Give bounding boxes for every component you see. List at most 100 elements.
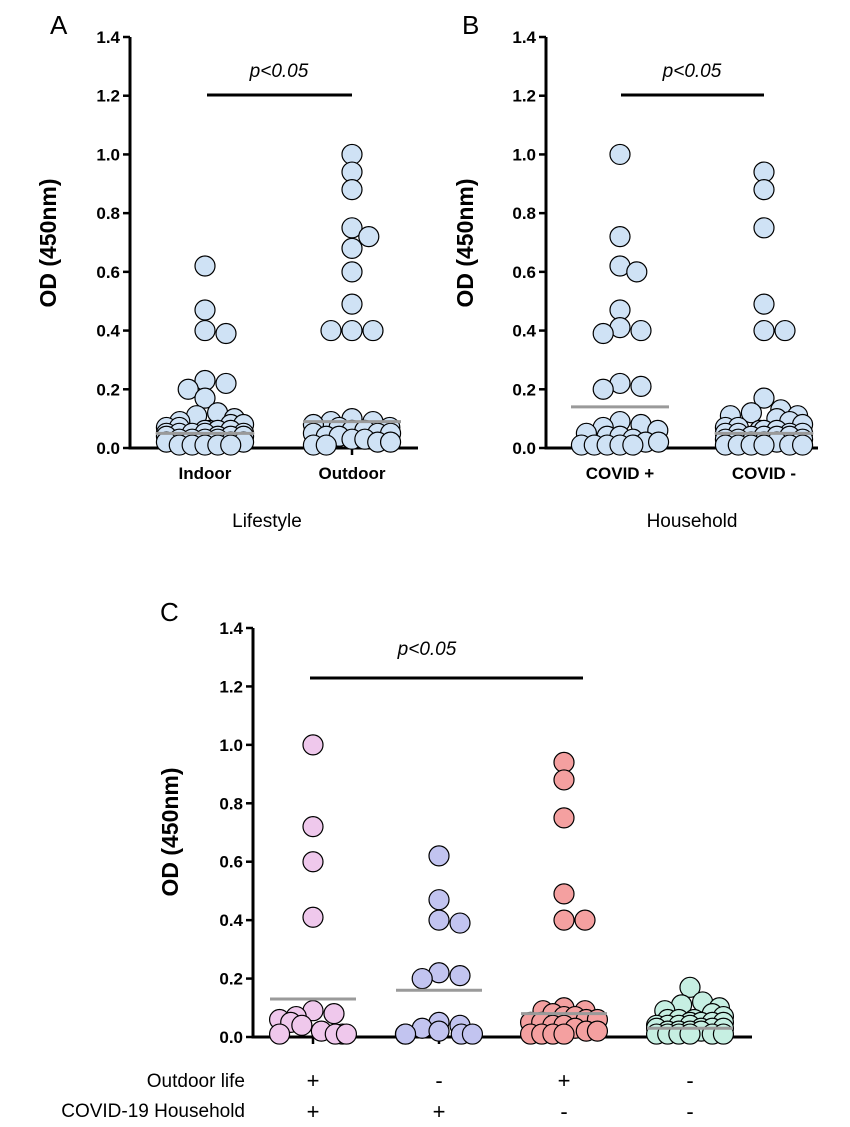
y-tick-label: 0.0 [512,439,536,458]
series-2 [302,143,402,456]
data-point [341,179,363,201]
data-point [428,845,450,867]
data-point [647,431,670,453]
data-point [609,299,631,321]
y-tick-label: 0.6 [219,853,243,872]
data-point [194,255,216,277]
data-point [586,1020,609,1042]
y-tick-label: 1.4 [219,619,243,638]
data-point [609,143,631,166]
data-point [302,906,324,928]
data-point [679,976,701,998]
data-point [291,1014,313,1036]
panel-c: C OD (450nm) p<0.05 Outdoor life COVID-1… [61,597,583,1122]
x-tick-label-covid-negative: COVID - [732,464,796,483]
y-axis-label-c: OD (450nm) [157,767,183,896]
data-point [553,769,575,791]
y-tick-label: 0.8 [96,204,120,223]
household-sign: - [560,1099,567,1124]
x-tick-label-indoor: Indoor [179,464,232,483]
y-axis-label-a: OD (450nm) [35,178,61,307]
series-1 [570,143,670,456]
data-point [753,293,775,315]
data-point [774,319,796,342]
y-tick-label: 1.0 [512,145,536,164]
data-point [609,226,631,248]
series-2 [394,845,484,1045]
y-tick-label: 0.8 [512,204,536,223]
panel-letter-b: B [462,10,479,40]
data-point [553,883,575,905]
data-point [553,909,575,931]
y-tick-label: 0.8 [219,794,243,813]
household-sign: - [686,1099,693,1124]
y-tick-label: 0.2 [219,970,243,989]
y-tick-label: 1.2 [96,87,120,106]
row-label-covid-household: COVID-19 Household [61,1101,245,1122]
y-tick-label: 0.2 [96,380,120,399]
data-point [194,319,216,342]
data-point [740,402,763,424]
chart-marks: 0.0 0.2 0.4 0.6 0.8 1.0 1.2 1.4 0.0 0.2 0.4 0.6 0.8 1… [96,28,818,1124]
y-tick-label: 0.6 [512,263,536,282]
panel-letter-a: A [50,10,68,40]
data-point [592,378,614,400]
data-point [358,226,380,248]
data-point [449,965,471,987]
data-point [428,889,450,911]
data-point [449,912,471,934]
significance-label-a: p<0.05 [249,61,309,82]
data-point [411,967,433,990]
data-point [194,299,216,321]
data-point [379,431,402,453]
y-tick-label: 1.2 [219,677,243,696]
data-point [461,1023,484,1045]
x-tick-label-outdoor: Outdoor [318,464,385,483]
y-tick-label: 0.4 [219,911,243,930]
y-tick-label: 0.6 [96,263,120,282]
outdoor-life-sign: - [435,1068,442,1093]
data-point [622,434,644,456]
x-tick-label-covid-positive: COVID + [586,464,655,483]
data-point [320,319,342,342]
data-point [574,909,596,931]
household-sign: + [433,1099,446,1124]
y-tick-label: 1.4 [512,28,536,47]
y-tick-label: 1.0 [96,145,120,164]
data-point [753,319,775,342]
y-tick-label: 0.2 [512,380,536,399]
data-point [215,372,237,395]
data-point [630,375,652,397]
data-point [341,161,363,183]
y-axis-label-b: OD (450nm) [452,178,478,307]
y-tick-label: 0.4 [96,322,120,341]
outdoor-life-sign: + [558,1068,571,1093]
data-point [341,237,363,259]
data-point [753,434,775,456]
x-axis-label-b: Household [647,511,738,532]
household-sign: + [307,1099,320,1124]
y-tick-label: 1.4 [96,28,120,47]
data-point [220,434,242,456]
series-1 [155,255,255,456]
outdoor-life-sign: + [307,1068,320,1093]
data-point [268,1023,291,1045]
plot-area-c: 0.0 0.2 0.4 0.6 0.8 1.0 1.2 1.4 + - + - + + - - [219,619,752,1124]
data-point [753,387,775,409]
data-point [753,161,775,183]
data-point [553,1023,575,1045]
data-point [553,807,575,829]
series-1 [268,734,358,1045]
data-point [753,217,775,239]
data-point [428,909,450,931]
panel-letter-c: C [160,597,179,627]
y-tick-label: 1.2 [512,87,536,106]
data-point [626,261,648,283]
y-tick-label: 0.0 [96,439,120,458]
significance-label-c: p<0.05 [397,639,457,660]
data-point [335,1023,358,1045]
series-3 [519,751,609,1045]
data-point [341,143,363,166]
data-point [341,261,363,283]
